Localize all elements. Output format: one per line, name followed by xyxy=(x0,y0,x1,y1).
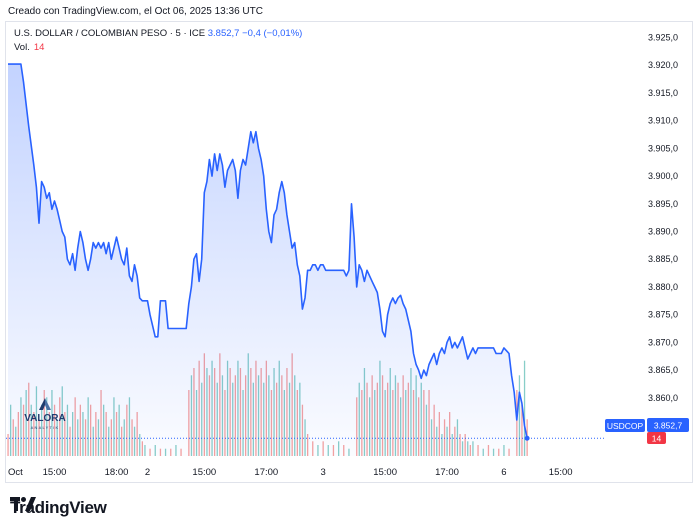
chart-frame xyxy=(5,21,693,483)
y-tick-label: 3.920,0 xyxy=(648,60,678,70)
x-tick-label: 17:00 xyxy=(435,467,459,478)
tradingview-wordmark: TradingView xyxy=(10,498,107,517)
y-tick-label: 3.865,0 xyxy=(648,365,678,375)
y-tick-label: 3.860,0 xyxy=(648,393,678,403)
y-tick-label: 3.890,0 xyxy=(648,227,678,237)
price-badge-value: 3.852,7 xyxy=(654,421,683,431)
x-tick-label: 2 xyxy=(145,467,150,478)
x-tick-label: 6 xyxy=(501,467,506,478)
x-tick-label: 17:00 xyxy=(254,467,278,478)
y-tick-label: 3.900,0 xyxy=(648,171,678,181)
time-axis[interactable]: Oct 15:00 18:00 2 15:00 17:00 3 15:00 17:00 6 15:0… xyxy=(8,467,573,478)
volume-label: Vol. xyxy=(14,42,30,53)
y-tick-label: 3.875,0 xyxy=(648,310,678,320)
x-tick-label: 15:00 xyxy=(549,467,573,478)
volume-badge-value: 14 xyxy=(652,434,662,444)
y-tick-label: 3.905,0 xyxy=(648,143,678,153)
price-change: −0,4 (−0,01%) xyxy=(242,28,303,39)
y-tick-label: 3.870,0 xyxy=(648,337,678,347)
y-tick-label: 3.925,0 xyxy=(648,33,678,43)
y-tick-label: 3.885,0 xyxy=(648,254,678,264)
x-tick-label: 15:00 xyxy=(192,467,216,478)
x-tick-label: 18:00 xyxy=(105,467,129,478)
tradingview-brand[interactable]: TradingView xyxy=(10,497,107,519)
chart-legend[interactable]: U.S. DOLLAR / COLOMBIAN PESO · 5 · ICE 3… xyxy=(14,28,302,39)
x-tick-label: 15:00 xyxy=(373,467,397,478)
last-price: 3.852,7 xyxy=(207,28,240,39)
tradingview-logo-icon xyxy=(10,497,36,511)
x-tick-label: Oct xyxy=(8,467,23,478)
volume-legend[interactable]: Vol. 14 xyxy=(14,42,44,53)
volume-bar xyxy=(523,360,526,456)
volume-value: 14 xyxy=(33,42,45,53)
symbol-name: U.S. DOLLAR / COLOMBIAN PESO · 5 · ICE xyxy=(14,28,206,39)
volume-badge: 14 xyxy=(647,432,666,444)
valora-logo-text: VALORA xyxy=(24,413,65,424)
y-tick-label: 3.910,0 xyxy=(648,116,678,126)
price-badge: 3.852,7 xyxy=(647,418,689,432)
x-tick-label: 15:00 xyxy=(43,467,67,478)
symbol-badge-label: USDCOP xyxy=(607,421,644,431)
price-axis[interactable]: 3.925,0 3.920,0 3.915,0 3.910,0 3.905,0 3.900… xyxy=(648,33,678,431)
y-tick-label: 3.880,0 xyxy=(648,282,678,292)
y-tick-label: 3.915,0 xyxy=(648,88,678,98)
price-area-fill xyxy=(8,64,528,456)
x-tick-label: 3 xyxy=(320,467,325,478)
valora-logo: VALORA ANALYTIK xyxy=(24,398,66,430)
valora-logo-subtext: ANALYTIK xyxy=(31,425,60,430)
symbol-badge: USDCOP xyxy=(605,419,645,432)
y-tick-label: 3.895,0 xyxy=(648,199,678,209)
last-price-dot xyxy=(524,435,530,441)
chart-caption: Creado con TradingView.com, el Oct 06, 2… xyxy=(8,6,263,17)
price-line xyxy=(8,63,528,439)
